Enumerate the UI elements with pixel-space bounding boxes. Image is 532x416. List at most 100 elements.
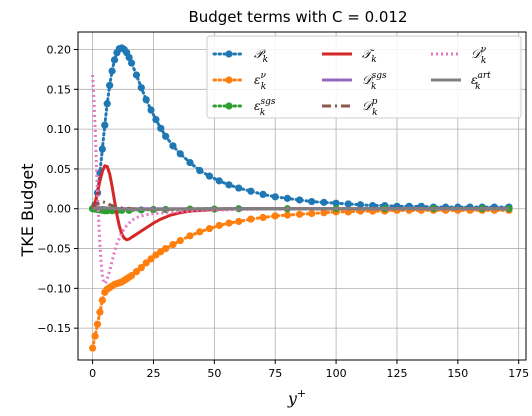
data-point-P: [308, 197, 316, 206]
legend-label-sub: k: [481, 56, 486, 66]
data-point-P: [103, 100, 111, 108]
data-point-P: [106, 81, 114, 89]
series-line-eps_art: [92, 206, 509, 212]
x-tick-label: 25: [146, 367, 160, 380]
data-point-P: [132, 71, 141, 79]
x-tick-label: 175: [508, 367, 529, 380]
data-point-P: [186, 158, 194, 167]
legend-label-sub: k: [371, 82, 376, 92]
series-group: [89, 44, 513, 352]
legend-label-sub: k: [261, 82, 266, 92]
data-point-eps_nu: [215, 221, 223, 230]
data-point-P: [235, 184, 243, 192]
data-point-eps_nu: [196, 228, 204, 236]
data-point-P: [283, 194, 291, 202]
data-point-P: [176, 150, 184, 158]
data-point-eps_nu: [235, 217, 243, 226]
data-point-P: [125, 53, 133, 62]
legend-marker: [225, 50, 233, 58]
legend-label: 𝒟ν k: [471, 45, 487, 66]
x-tick-label: 50: [207, 367, 221, 380]
legend-label-sub: k: [475, 82, 480, 92]
data-point-eps_nu: [142, 259, 150, 267]
legend-item-eps_sgs: εsgs k: [212, 97, 276, 118]
y-axis-label: TKE Budget: [18, 163, 37, 257]
data-point-eps_nu: [91, 332, 99, 340]
series-line-eps_nu: [91, 208, 511, 350]
x-axis-label-base: y: [287, 389, 298, 408]
data-point-P: [205, 172, 214, 180]
data-point-P: [225, 181, 233, 189]
legend-label-sup: sgs: [260, 97, 275, 107]
data-point-P: [127, 59, 136, 67]
legend-marker: [225, 76, 233, 84]
legend-label-sup: ν: [260, 71, 266, 81]
legend-label: 𝒟p k: [362, 97, 378, 118]
series-eps_art: [92, 206, 509, 212]
legend-label-sup: sgs: [372, 71, 387, 81]
y-tick-label: 0.15: [47, 83, 72, 96]
data-point-eps_nu: [186, 232, 194, 240]
x-tick-label: 0: [89, 367, 96, 380]
data-point-P: [152, 115, 160, 124]
legend-label-sup: art: [477, 71, 491, 81]
data-point-P: [137, 84, 145, 92]
legend-label-base: ε: [471, 73, 477, 87]
series-line-D_nu: [91, 74, 509, 286]
data-point-P: [169, 142, 177, 150]
legend-label: εart k: [471, 71, 491, 92]
data-point-P: [271, 193, 279, 201]
legend-label-sup: p: [372, 97, 378, 107]
data-point-eps_nu: [295, 210, 304, 218]
data-point-eps_nu: [205, 225, 214, 233]
legend-item-eps_nu: εν k: [212, 71, 266, 92]
data-point-P: [157, 124, 165, 132]
series-D_nu: [91, 74, 509, 286]
legend-label: εν k: [254, 71, 266, 92]
data-point-eps_nu: [162, 244, 170, 253]
data-point-P: [295, 196, 304, 204]
y-tick-label: 0.20: [47, 44, 72, 57]
x-tick-label: 150: [447, 367, 468, 380]
legend-label-sub: k: [372, 108, 377, 118]
data-point-eps_nu: [176, 236, 184, 245]
y-tick-label: 0.05: [47, 163, 72, 176]
legend-label-base: 𝒟: [362, 73, 374, 87]
x-axis-label: y+: [287, 387, 306, 408]
data-point-eps_nu: [320, 209, 328, 217]
data-point-eps_nu: [247, 215, 255, 223]
x-tick-label: 100: [326, 367, 347, 380]
legend-marker: [225, 102, 233, 110]
data-point-eps_nu: [98, 296, 106, 304]
data-point-eps_nu: [89, 344, 97, 352]
data-point-P: [147, 106, 155, 114]
data-point-P: [247, 187, 255, 195]
legend-label-base: 𝒟: [362, 99, 374, 113]
data-point-eps_nu: [137, 264, 145, 272]
y-tick-label: −0.15: [37, 322, 71, 335]
y-tick-label: −0.10: [37, 282, 71, 295]
data-point-P: [110, 56, 119, 64]
data-point-eps_nu: [93, 320, 102, 328]
data-point-P: [344, 200, 352, 208]
legend-box: [206, 35, 522, 119]
data-point-P: [332, 199, 340, 207]
legend-label-base: ε: [254, 99, 260, 113]
data-point-P: [98, 145, 106, 153]
data-point-eps_nu: [147, 255, 155, 263]
x-tick-label: 75: [268, 367, 282, 380]
legend-label: εsgs k: [254, 97, 276, 118]
data-point-eps_nu: [132, 268, 141, 276]
data-point-eps_nu: [271, 212, 279, 220]
legend-label-sub: k: [263, 55, 268, 65]
legend-label: 𝒟sgs k: [362, 71, 387, 92]
legend-label-sup: ν: [481, 45, 487, 55]
data-point-P: [162, 132, 170, 140]
chart-title: Budget terms with C = 0.012: [188, 8, 407, 26]
data-point-P: [101, 121, 109, 129]
data-point-eps_nu: [169, 240, 177, 249]
legend-label-sub: k: [260, 108, 265, 118]
x-axis-label-sup: +: [297, 387, 306, 400]
